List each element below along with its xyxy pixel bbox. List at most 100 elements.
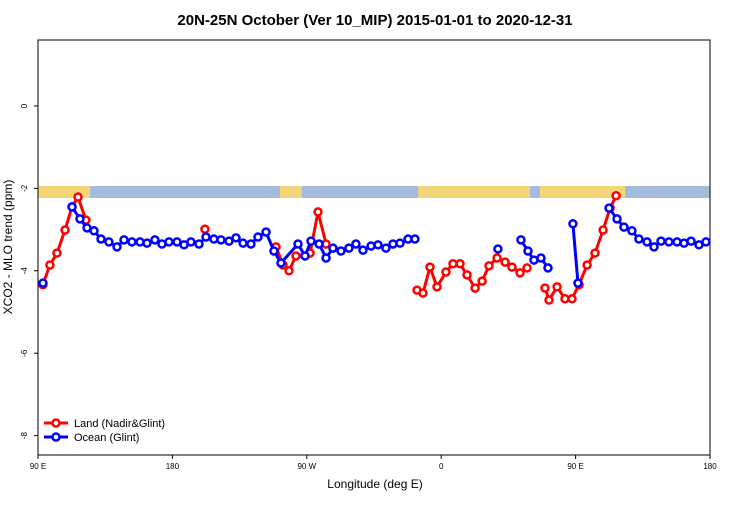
data-point xyxy=(582,260,592,270)
data-point xyxy=(634,234,644,244)
data-point xyxy=(300,251,310,261)
data-point xyxy=(75,214,85,224)
data-point xyxy=(540,283,550,293)
data-point xyxy=(52,248,62,258)
x-tick-label: 90 E xyxy=(30,462,46,471)
data-point xyxy=(112,242,122,252)
data-point xyxy=(238,238,248,248)
data-point xyxy=(60,225,70,235)
legend-label: Ocean (Glint) xyxy=(74,432,139,444)
data-point xyxy=(500,257,510,267)
data-point xyxy=(246,239,256,249)
data-point xyxy=(127,237,137,247)
y-tick-label: -8 xyxy=(20,432,29,440)
y-tick-label: -2 xyxy=(20,184,29,192)
data-point xyxy=(150,235,160,245)
data-point xyxy=(96,234,106,244)
y-axis-label: XCO2 - MLO trend (ppm) xyxy=(1,180,15,315)
data-point xyxy=(410,234,420,244)
x-tick-label: 90 E xyxy=(567,462,583,471)
data-point xyxy=(306,236,316,246)
data-point xyxy=(328,243,338,253)
data-point xyxy=(418,288,428,298)
data-point xyxy=(507,262,517,272)
data-point xyxy=(253,232,263,242)
data-point xyxy=(477,276,487,286)
data-point xyxy=(224,236,234,246)
data-point xyxy=(441,267,451,277)
data-point xyxy=(516,235,526,245)
data-point xyxy=(523,246,533,256)
x-tick-label: 180 xyxy=(166,462,180,471)
land-band xyxy=(540,186,625,198)
data-point xyxy=(701,237,711,247)
data-point xyxy=(351,239,361,249)
legend-marker xyxy=(51,432,61,442)
data-point xyxy=(321,253,331,263)
data-point xyxy=(425,262,435,272)
data-point xyxy=(336,246,346,256)
data-point xyxy=(373,240,383,250)
y-tick-label: -6 xyxy=(20,349,29,357)
series xyxy=(38,191,621,305)
land-band xyxy=(418,186,530,198)
data-point xyxy=(194,239,204,249)
data-point xyxy=(164,237,174,247)
data-point xyxy=(293,239,303,249)
data-point xyxy=(544,295,554,305)
x-axis-label: Longitude (deg E) xyxy=(327,477,422,491)
data-point xyxy=(261,227,271,237)
data-point xyxy=(231,233,241,243)
data-point xyxy=(455,259,465,269)
data-point xyxy=(186,237,196,247)
x-tick-label: 90 W xyxy=(297,462,316,471)
data-point xyxy=(313,207,323,217)
x-tick-label: 180 xyxy=(703,462,717,471)
data-point xyxy=(573,278,583,288)
series xyxy=(38,202,711,288)
data-point xyxy=(590,248,600,258)
data-point xyxy=(119,235,129,245)
data-point xyxy=(45,260,55,270)
legend-label: Land (Nadir&Glint) xyxy=(74,418,165,430)
y-tick-label: -4 xyxy=(20,267,29,275)
data-point xyxy=(67,202,77,212)
plot-frame xyxy=(37,39,711,456)
land-band xyxy=(280,186,302,198)
data-point xyxy=(536,253,546,263)
data-point xyxy=(619,222,629,232)
data-point xyxy=(552,282,562,292)
data-point xyxy=(200,224,210,234)
data-point xyxy=(493,244,503,254)
data-point xyxy=(358,245,368,255)
data-point xyxy=(470,283,480,293)
data-point xyxy=(492,253,502,263)
data-point xyxy=(515,268,525,278)
data-point xyxy=(284,266,294,276)
data-point xyxy=(432,282,442,292)
data-point xyxy=(598,225,608,235)
data-point xyxy=(276,258,286,268)
data-point xyxy=(686,236,696,246)
data-point xyxy=(568,219,578,229)
data-point xyxy=(269,246,279,256)
data-point xyxy=(395,238,405,248)
data-point xyxy=(381,243,391,253)
data-point xyxy=(611,191,621,201)
data-point xyxy=(484,261,494,271)
map-strip xyxy=(38,186,710,198)
data-point xyxy=(104,237,114,247)
data-point xyxy=(73,192,83,202)
data-point xyxy=(344,243,354,253)
data-point xyxy=(656,236,666,246)
chart-title: 20N-25N October (Ver 10_MIP) 2015-01-01 … xyxy=(177,12,572,29)
legend: Land (Nadir&Glint) Ocean (Glint) xyxy=(44,418,165,444)
legend-marker xyxy=(51,418,61,428)
data-point xyxy=(522,263,532,273)
data-point xyxy=(462,270,472,280)
data-point xyxy=(142,238,152,248)
data-point xyxy=(612,214,622,224)
data-point xyxy=(649,242,659,252)
